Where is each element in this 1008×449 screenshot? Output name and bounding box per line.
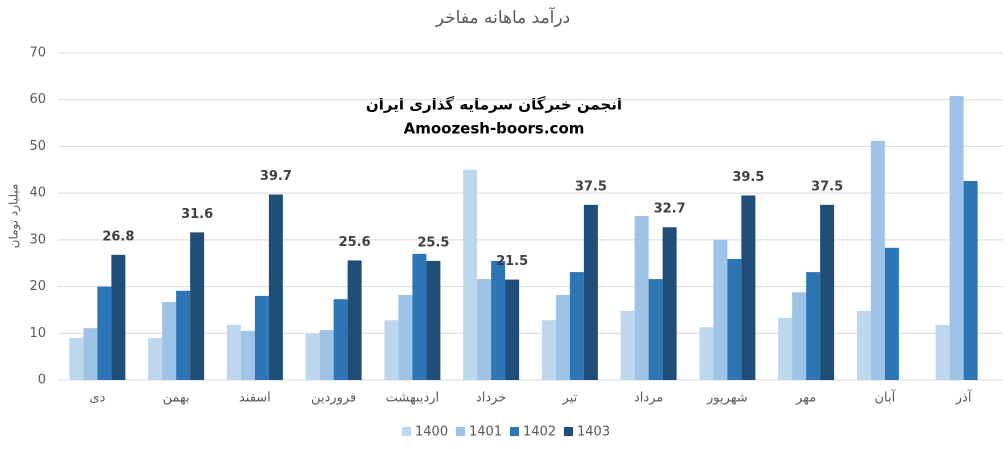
bar — [268, 194, 283, 380]
y-tick-label: 20 — [29, 279, 46, 294]
bar — [305, 333, 320, 380]
x-tick-label: دی — [89, 391, 105, 406]
bar — [713, 239, 728, 380]
bar — [83, 328, 98, 380]
x-tick-label: آذر — [955, 389, 973, 406]
legend-label: 1402 — [523, 425, 556, 440]
bar — [884, 247, 899, 380]
legend-label: 1400 — [415, 425, 448, 440]
bar — [333, 299, 348, 380]
y-tick-label: 70 — [29, 46, 46, 61]
x-tick-label: خرداد — [476, 391, 506, 406]
data-label: 37.5 — [811, 179, 843, 194]
bar — [412, 253, 427, 380]
legend-swatch — [402, 427, 411, 436]
legend-label: 1403 — [577, 425, 610, 440]
bar — [935, 324, 950, 380]
bar — [741, 195, 756, 380]
y-tick-label: 40 — [29, 186, 46, 201]
bar — [949, 95, 964, 380]
bar — [384, 320, 399, 380]
legend-label: 1401 — [469, 425, 502, 440]
x-tick-label: بهمن — [163, 391, 190, 406]
x-tick-label: آبان — [875, 389, 897, 406]
bar — [148, 337, 163, 380]
bar — [541, 320, 556, 380]
y-tick-label: 60 — [29, 92, 46, 107]
bar — [226, 324, 241, 380]
bar — [426, 260, 441, 380]
bar — [820, 204, 835, 380]
legend-swatch — [510, 427, 519, 436]
legend-swatch — [456, 427, 465, 436]
bar — [69, 337, 84, 380]
bar — [870, 140, 885, 380]
bar — [398, 294, 413, 380]
x-tick-label: مهر — [795, 391, 816, 406]
chart-title: درآمد ماهانه مفاخر — [435, 6, 570, 28]
bar — [97, 286, 112, 380]
y-tick-label: 0 — [38, 373, 46, 388]
x-tick-label: تیر — [562, 391, 578, 406]
data-label: 31.6 — [181, 207, 213, 222]
bar — [778, 317, 793, 380]
data-label: 21.5 — [496, 254, 528, 269]
bar — [505, 279, 520, 380]
data-label: 37.5 — [575, 179, 607, 194]
bar — [963, 180, 978, 380]
y-tick-label: 10 — [29, 326, 46, 341]
data-label: 39.7 — [260, 169, 292, 184]
bar — [569, 272, 584, 380]
legend-swatch — [564, 427, 573, 436]
bar — [347, 260, 362, 380]
bar — [648, 279, 663, 380]
x-tick-label: اردیبهشت — [386, 391, 440, 406]
bar — [240, 330, 255, 380]
x-tick-label: مرداد — [634, 391, 663, 406]
bar — [254, 295, 269, 380]
x-tick-label: فروردین — [311, 391, 356, 406]
data-label: 32.7 — [654, 202, 686, 217]
bar — [477, 279, 492, 380]
bar — [620, 310, 635, 380]
bar — [699, 327, 714, 380]
y-tick-label: 30 — [29, 232, 46, 247]
bar — [792, 292, 807, 380]
data-label: 26.8 — [102, 229, 134, 244]
bar — [162, 301, 177, 380]
bar — [806, 272, 821, 380]
x-tick-label: اسفند — [239, 391, 271, 406]
data-label: 39.5 — [732, 170, 764, 185]
x-tick-label: شهریور — [706, 391, 748, 406]
data-label: 25.6 — [339, 235, 371, 250]
annotation: انجمن خبرگان سرمایه گذاری ایران — [366, 96, 622, 114]
bar — [319, 330, 334, 380]
bar — [190, 232, 205, 380]
y-axis-label: میلیارد تومان — [7, 184, 22, 249]
bar — [856, 310, 871, 380]
bar — [463, 169, 478, 380]
bar — [727, 259, 742, 380]
bar — [583, 204, 598, 380]
bar — [491, 260, 506, 380]
bar — [662, 227, 677, 380]
data-label: 25.5 — [417, 235, 449, 250]
bar — [111, 254, 126, 380]
bar — [555, 294, 570, 380]
bar — [634, 216, 649, 380]
bar — [176, 290, 191, 380]
y-tick-label: 50 — [29, 139, 46, 154]
annotation: Amoozesh-boors.com — [404, 120, 585, 138]
